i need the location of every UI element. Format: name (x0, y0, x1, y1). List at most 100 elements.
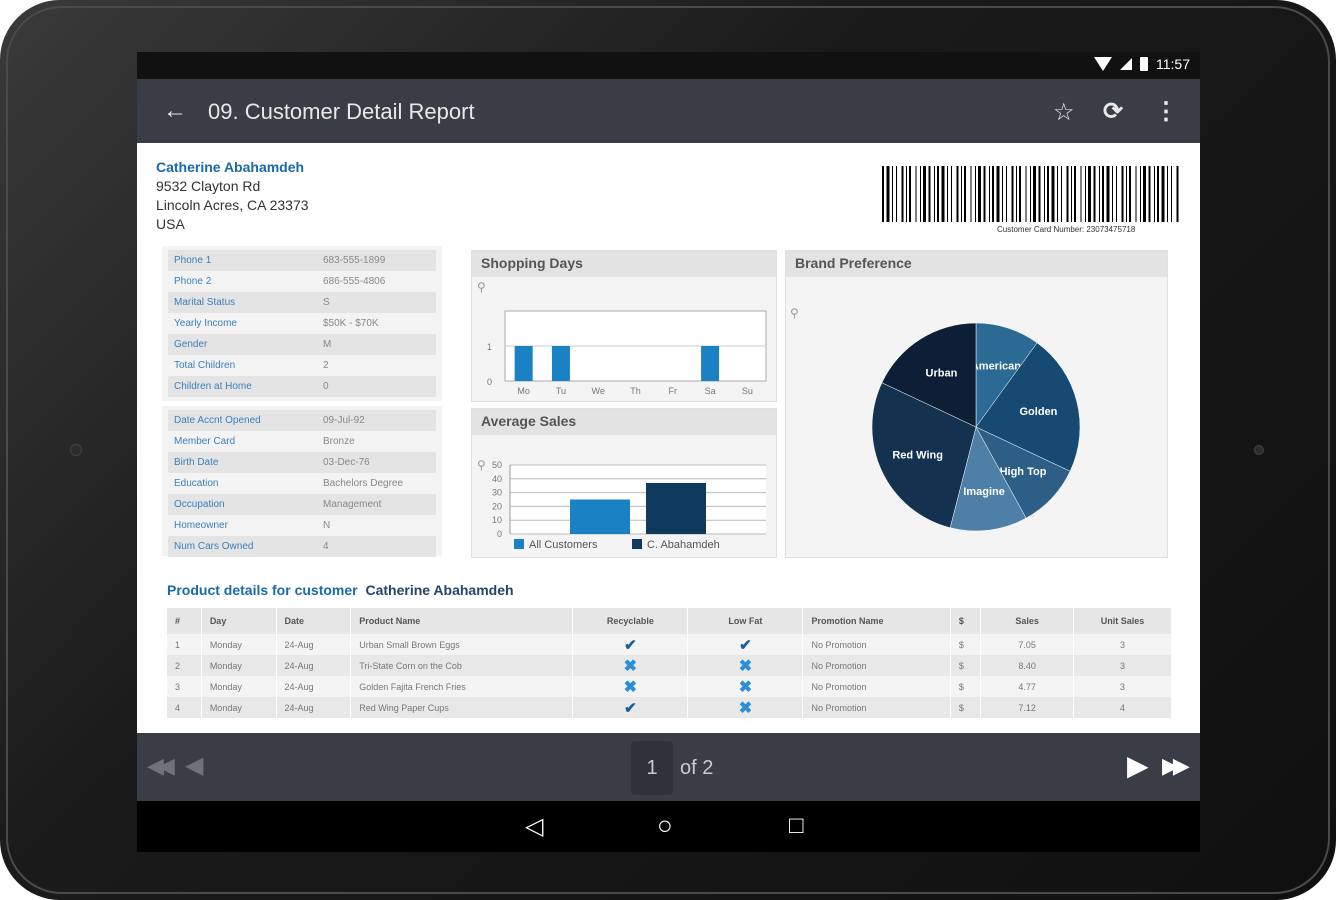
column-header[interactable]: Product Name (350, 608, 574, 634)
barcode-bar (964, 166, 966, 222)
table-cell: 24-Aug (276, 697, 352, 718)
column-header[interactable]: Promotion Name (802, 608, 951, 634)
info-value: Bronze (323, 436, 355, 447)
info-row: Num Cars Owned 4 (168, 536, 436, 557)
table-cell: 4.77 (980, 676, 1075, 697)
table-cell: 7.05 (980, 634, 1075, 655)
barcode-bar (1116, 166, 1117, 222)
info-row: Member Card Bronze (168, 431, 436, 452)
pie-label: Golden (1020, 406, 1058, 418)
column-header[interactable]: Low Fat (687, 608, 804, 634)
next-page-button[interactable]: ▶ (1127, 749, 1149, 782)
table-row[interactable]: 1 Monday 24-Aug Urban Small Brown Eggs ✔ ✔ No … (167, 634, 1172, 655)
system-navigation-bar: ◁ ○ □ (137, 801, 1200, 852)
barcode-bar (901, 166, 904, 222)
info-value: 2 (323, 360, 329, 371)
column-header[interactable]: Day (201, 608, 277, 634)
table-row[interactable]: 4 Monday 24-Aug Red Wing Paper Cups ✔ ✖ No Pro… (167, 697, 1172, 718)
barcode-bar (1033, 166, 1036, 222)
y-tick-label: 40 (492, 474, 502, 484)
info-label[interactable]: Birth Date (174, 457, 219, 468)
zoom-icon: ⚲ (477, 458, 486, 472)
table-row[interactable]: 3 Monday 24-Aug Golden Fajita French Fries ✖… (167, 676, 1172, 697)
barcode-bar (1140, 166, 1141, 222)
nav-back-button[interactable]: ◁ (525, 812, 543, 841)
x-tick-label: Sa (705, 386, 716, 396)
favorite-button[interactable]: ☆ (1053, 98, 1075, 127)
info-label[interactable]: Children at Home (174, 381, 252, 392)
info-label[interactable]: Occupation (174, 499, 225, 510)
barcode-bar (1161, 166, 1165, 222)
column-header[interactable]: Unit Sales (1073, 608, 1172, 634)
info-label[interactable]: Num Cars Owned (174, 541, 254, 552)
sensor-icon (1254, 445, 1264, 455)
barcode-bar (892, 166, 893, 222)
product-customer-name: Catherine Abahamdeh (365, 582, 514, 598)
info-value: 03-Dec-76 (323, 457, 370, 468)
barcode-bar (928, 166, 931, 222)
info-value: Management (323, 499, 382, 510)
address-street: 9532 Clayton Rd (156, 178, 261, 194)
column-header[interactable]: Recyclable (572, 608, 689, 634)
nav-home-button[interactable]: ○ (657, 810, 673, 841)
info-value: 0 (323, 381, 329, 392)
triangle-left-icon: ◀ (185, 752, 204, 779)
info-value: S (323, 297, 330, 308)
barcode-bar (983, 166, 986, 222)
info-label[interactable]: Total Children (174, 360, 236, 371)
panel-title: Brand Preference (786, 251, 1167, 277)
info-label[interactable]: Yearly Income (174, 318, 237, 329)
triangle-right-icon: ▶ (1127, 750, 1149, 781)
info-label[interactable]: Gender (174, 339, 208, 350)
column-header[interactable]: Date (276, 608, 352, 634)
info-row: Date Accnt Opened 09-Jul-92 (168, 410, 436, 431)
cross-icon: ✖ (623, 678, 638, 696)
back-button[interactable]: ← (163, 97, 193, 127)
column-header[interactable]: # (167, 608, 202, 634)
pie-label: American (971, 361, 1021, 373)
table-cell: 4 (167, 697, 202, 718)
table-row[interactable]: 2 Monday 24-Aug Tri-State Corn on the Cob ✖ ✖… (167, 655, 1172, 676)
table-cell: No Promotion (802, 655, 951, 676)
previous-page-button[interactable]: ◀ (185, 751, 203, 780)
nav-recent-button[interactable]: □ (789, 812, 804, 840)
y-tick-label: 30 (492, 488, 502, 498)
report-view[interactable]: Catherine Abahamdeh 9532 Clayton Rd Linc… (137, 143, 1200, 733)
table-cell: $ (950, 697, 982, 718)
barcode-bar (1102, 166, 1104, 222)
barcode-bar (1011, 166, 1014, 222)
info-label[interactable]: Marital Status (174, 297, 236, 308)
column-header[interactable]: $ (950, 608, 982, 634)
barcode-bar (970, 166, 972, 222)
cross-icon: ✖ (738, 657, 753, 675)
table-cell: 24-Aug (276, 634, 352, 655)
info-label[interactable]: Homeowner (174, 520, 228, 531)
x-tick-label: Fr (669, 386, 678, 396)
info-label[interactable]: Education (174, 478, 219, 489)
barcode-bar (1044, 166, 1045, 222)
x-tick-label: Mo (517, 386, 530, 396)
info-label[interactable]: Phone 2 (174, 276, 212, 287)
info-value: Bachelors Degree (323, 478, 404, 489)
panel-title: Average Sales (472, 409, 776, 435)
table-cell: 2 (167, 655, 202, 676)
last-page-button[interactable]: ▶▶ (1162, 753, 1190, 779)
info-label[interactable]: Member Card (174, 436, 236, 447)
column-header[interactable]: Sales (980, 608, 1075, 634)
refresh-button[interactable]: ⟳ (1103, 97, 1123, 126)
star-outline-icon: ☆ (1053, 99, 1075, 126)
barcode-bar (1176, 166, 1179, 222)
overflow-menu-button[interactable]: ⋮ (1154, 97, 1178, 126)
barcode-bar (1157, 166, 1159, 222)
page-number-input[interactable]: 1 (631, 741, 673, 795)
info-label[interactable]: Phone 1 (174, 255, 212, 266)
first-page-button[interactable]: ◀◀ (147, 753, 175, 779)
info-label[interactable]: Date Accnt Opened (174, 415, 261, 426)
x-tick-label: We (592, 386, 605, 396)
bar (570, 499, 630, 534)
signal-icon (1120, 58, 1132, 70)
barcode-bar (996, 166, 1000, 222)
barcode-bar (1030, 166, 1031, 222)
screen: 11:57 ← 09. Customer Detail Report ☆ ⟳ ⋮… (137, 52, 1200, 852)
product-title-text: Product details for customer (167, 582, 358, 598)
